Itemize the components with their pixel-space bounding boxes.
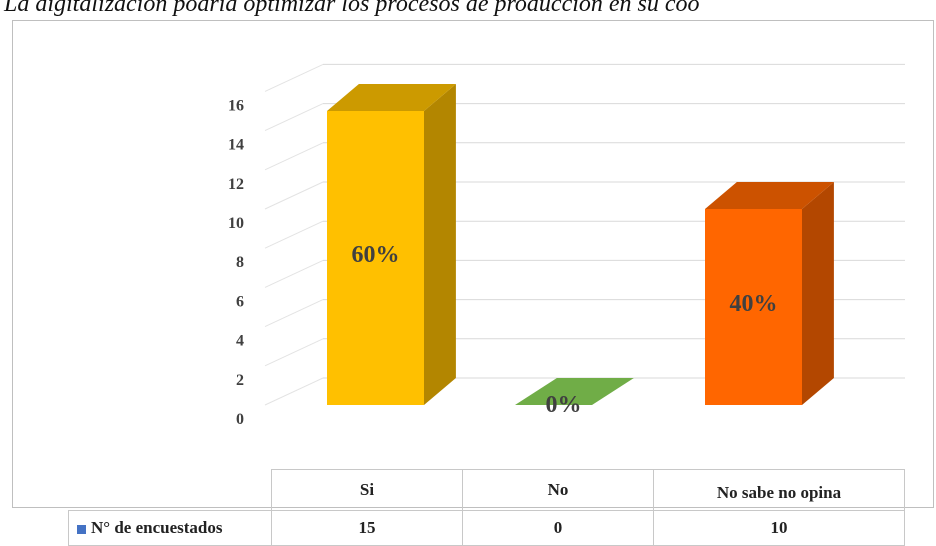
legend-entry: N° de encuestados xyxy=(68,510,272,546)
gridline-diagonal xyxy=(264,377,324,406)
value-cell-si: 15 xyxy=(271,510,463,546)
category-row: Si No No sabe no opina xyxy=(69,469,905,511)
category-label-si: Si xyxy=(271,469,463,511)
y-tick-label: 6 xyxy=(236,293,244,310)
chart-canvas: 0 2 4 6 8 10 12 14 16 60% 0% 40% xyxy=(228,63,905,428)
y-tick-label: 12 xyxy=(228,176,244,193)
data-table: Si No No sabe no opina N° de encuestados… xyxy=(68,469,905,546)
data-table-corner xyxy=(69,470,272,511)
gridline-diagonal xyxy=(264,142,324,171)
y-axis-ticks: 0 2 4 6 8 10 12 14 16 xyxy=(228,97,244,428)
bar-front-face xyxy=(327,111,424,405)
value-cell-no: 0 xyxy=(462,510,654,546)
category-label-no-sabe: No sabe no opina xyxy=(653,469,905,511)
gridline-diagonal xyxy=(264,220,324,249)
y-tick-label: 14 xyxy=(228,137,244,154)
bar-side-face xyxy=(424,84,456,405)
y-tick-label: 4 xyxy=(236,333,244,350)
bar-top-face xyxy=(327,84,456,111)
bar-side-face xyxy=(802,182,834,405)
gridline-diagonal xyxy=(264,259,324,288)
data-labels: 60% 0% 40% xyxy=(352,242,778,418)
gridline-diagonal xyxy=(264,103,324,132)
gridline-diagonal xyxy=(264,299,324,328)
bar-front-face xyxy=(705,209,802,405)
data-label: 40% xyxy=(730,291,778,317)
bar-top-face xyxy=(515,378,634,405)
gridline-diagonal xyxy=(264,63,324,92)
y-tick-label: 8 xyxy=(236,254,244,271)
data-label: 60% xyxy=(352,242,400,268)
category-label-no: No xyxy=(462,469,654,511)
y-tick-label: 2 xyxy=(236,372,244,389)
bar-2 xyxy=(515,378,634,405)
bar-3 xyxy=(705,182,834,405)
data-label: 0% xyxy=(546,392,582,418)
gridline-diagonal xyxy=(264,338,324,367)
legend-key-icon xyxy=(77,524,86,534)
y-tick-label: 10 xyxy=(228,215,244,232)
values-row: N° de encuestados 15 0 10 xyxy=(68,510,905,546)
bars xyxy=(327,84,834,405)
bar-top-face xyxy=(705,182,834,209)
page-title: La digitalización podría optimizar los p… xyxy=(4,0,700,17)
gridline-diagonal xyxy=(264,181,324,210)
bar-1 xyxy=(327,84,456,405)
y-tick-label: 16 xyxy=(228,97,244,114)
y-tick-label: 0 xyxy=(236,411,244,428)
value-cell-no-sabe: 10 xyxy=(653,510,905,546)
legend-label: N° de encuestados xyxy=(91,518,223,537)
